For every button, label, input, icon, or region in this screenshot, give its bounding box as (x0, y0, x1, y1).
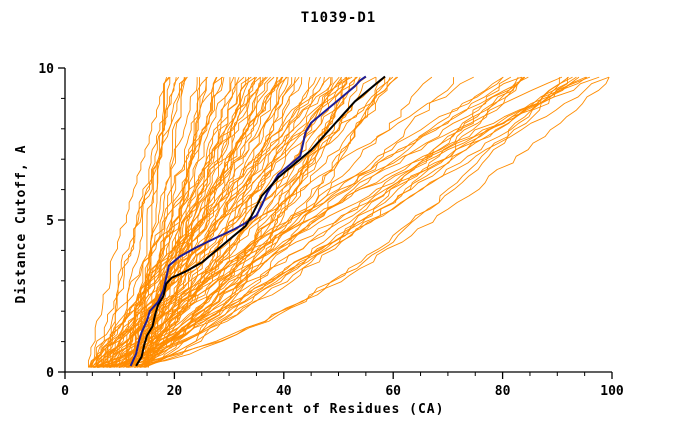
ensemble-curve (118, 77, 568, 368)
ensemble-curve (148, 76, 504, 368)
ensemble-curve (89, 76, 279, 368)
ensemble-curve (136, 76, 519, 368)
ensemble-curve (87, 76, 171, 368)
ensemble-curve (134, 77, 346, 368)
ensemble-curve (113, 76, 610, 368)
ensemble-curve (144, 76, 358, 368)
ensemble-curve (96, 77, 278, 368)
ensemble-curve (128, 77, 347, 368)
ensemble-curve (88, 76, 317, 368)
x-tick-label: 100 (600, 384, 624, 399)
x-tick-label: 40 (276, 384, 292, 399)
ensemble-curve (115, 76, 235, 368)
y-tick-label: 0 (46, 366, 54, 381)
x-tick-label: 60 (385, 384, 401, 399)
ensemble-curve (90, 77, 225, 368)
ensemble-curve (137, 76, 258, 368)
x-tick-label: 0 (61, 384, 69, 399)
ensemble-curve (109, 76, 610, 368)
ensemble-curve (118, 76, 573, 368)
ensemble-curve (126, 76, 321, 368)
x-axis-label: Percent of Residues (CA) (232, 402, 445, 417)
ensemble-curve (127, 77, 185, 368)
ensemble-curve (107, 76, 188, 368)
highlighted-model-black (135, 75, 386, 367)
ensemble-curve (118, 76, 580, 368)
ensemble-curve (140, 76, 350, 368)
ensemble-curve (109, 76, 512, 368)
ensemble-curve (96, 76, 526, 368)
y-tick-label: 5 (46, 214, 54, 229)
ensemble-curve (97, 76, 569, 368)
ensemble-curve (122, 77, 293, 368)
ensemble-curve (92, 77, 455, 368)
y-tick-label: 10 (38, 62, 54, 77)
ensemble-curve (143, 77, 256, 368)
ensemble-curve (127, 77, 207, 368)
ensemble-curve (131, 76, 522, 368)
ensemble-curve (138, 76, 577, 368)
ensemble-curve (128, 77, 177, 368)
x-tick-label: 20 (167, 384, 183, 399)
ensemble-curve (87, 76, 563, 368)
ensemble-curve (132, 76, 524, 368)
ensemble-curve (93, 76, 376, 368)
ensemble-curve (133, 77, 332, 368)
ensemble-curve (115, 77, 171, 368)
chart-title: T1039-D1 (300, 10, 377, 26)
ensemble-curve (89, 76, 261, 368)
ensemble-curve (93, 76, 591, 368)
highlighted-model-navy (129, 75, 367, 367)
ensemble-curve (98, 77, 333, 368)
ensemble-curve (135, 76, 170, 368)
x-tick-label: 80 (495, 384, 511, 399)
ensemble-curve (96, 76, 300, 368)
ensemble-curve (126, 76, 217, 368)
ensemble-curve (90, 77, 261, 368)
ensemble-curve (104, 76, 588, 368)
